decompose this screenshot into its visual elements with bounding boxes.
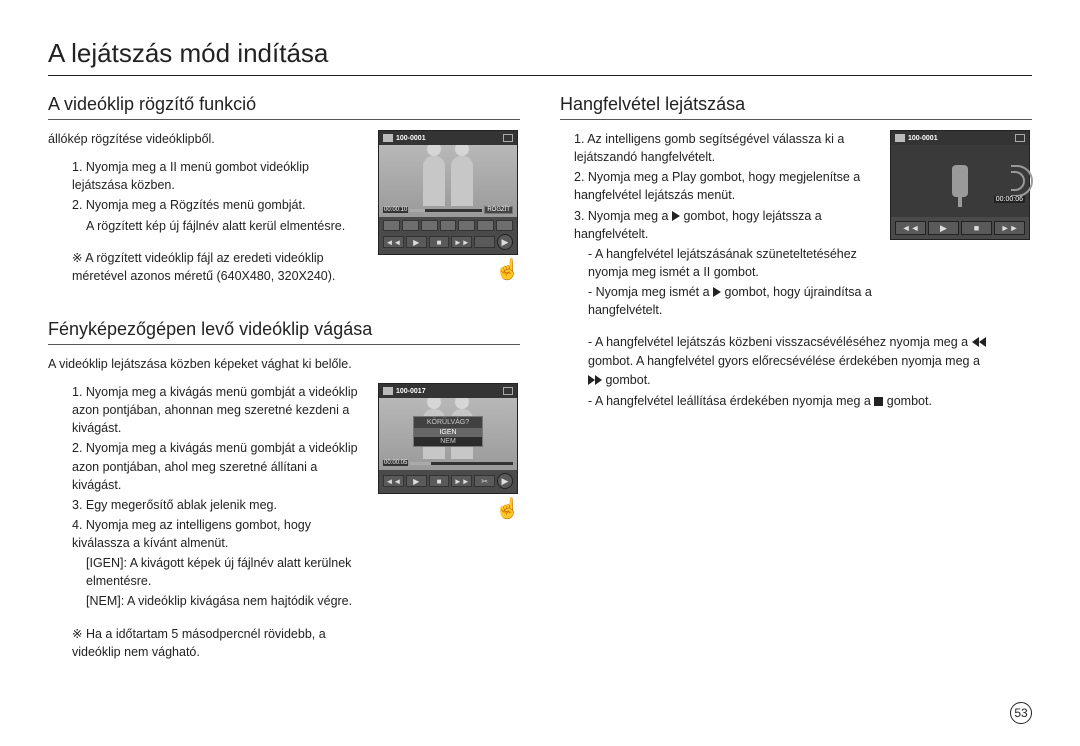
thumbnail [440,220,457,231]
video-icon [383,134,393,142]
time-label: 00:00:05 [383,460,408,466]
two-column-layout: A videóklip rögzítő funkció állókép rögz… [48,94,1032,663]
voice-icon [895,134,905,142]
person-silhouette [423,156,445,206]
step-text: gombot. A hangfelvétel gyors előrecsévél… [588,354,980,368]
status-icon [1015,134,1025,142]
step-text: - Nyomja meg ismét a [588,285,713,299]
microphone-icon [952,165,968,197]
step-sub: - A hangfelvétel lejátszás közbeni vissz… [588,333,1032,389]
section-title-voice: Hangfelvétel lejátszása [560,94,1032,115]
left-column: A videóklip rögzítő funkció állókép rögz… [48,94,520,663]
rewind-icon [972,334,986,352]
thumbnail [477,220,494,231]
note: ※ A rögzített videóklip fájl az eredeti … [72,249,364,285]
stop-button: ■ [429,475,450,487]
figure-trim: 100-0017 KÖRÜLVÁG? IGEN NEM 00:00:05 [376,383,520,521]
person-silhouette [451,156,473,206]
video-icon [383,387,393,395]
thumbnail [402,220,419,231]
file-label: 100-0017 [396,388,500,395]
play-button: ▶ [928,221,959,235]
step-sub: A rögzített kép új fájlnév alatt kerül e… [86,217,364,235]
right-column: Hangfelvétel lejátszása 1. Az intelligen… [560,94,1032,663]
stop-button: ■ [429,236,450,248]
forward-button: ►► [451,236,472,248]
step: 2. Nyomja meg a Rögzítés menü gombját. [72,196,364,214]
main-play-button: ▶ [497,234,513,250]
step-sub: [IGEN]: A kivágott képek új fájlnév alat… [86,554,364,590]
section-rule [48,344,520,345]
time-label: 00:00:10 [383,207,408,213]
dialog-option-yes: IGEN [414,428,482,437]
rewind-button: ◄◄ [895,221,926,235]
step-sub: - Nyomja meg ismét a gombot, hogy újrain… [588,283,876,319]
step-sub: [NEM]: A videóklip kivágása nem hajtódik… [86,592,364,610]
step-text: gombot. [605,373,650,387]
dialog-title: KÖRÜLVÁG? [414,417,482,428]
rewind-button: ◄◄ [383,236,404,248]
stop-icon [874,397,883,406]
step-sub: - A hangfelvétel lejátszásának szünetelt… [588,245,876,281]
section-title-capture: A videóklip rögzítő funkció [48,94,520,115]
cut-button: ✂ [474,475,495,487]
step-text: - A hangfelvétel leállítása érdekében ny… [588,394,874,408]
step: 1. Nyomja meg a II menü gombot videóklip… [72,158,364,194]
step: 2. Nyomja meg a Play gombot, hogy megjel… [574,168,876,204]
pointer-hand-icon: ☝ [495,257,520,282]
play-icon [672,211,680,221]
step: 1. Nyomja meg a kivágás menü gombját a v… [72,383,364,437]
pointer-hand-icon: ☝ [495,496,520,521]
confirm-dialog: KÖRÜLVÁG? IGEN NEM [413,416,483,447]
main-play-button: ▶ [497,473,513,489]
page-title: A lejátszás mód indítása [48,38,1032,69]
progress-bar [410,462,513,465]
step: 3. Egy megerősítő ablak jelenik meg. [72,496,364,514]
file-label: 100-0001 [908,135,1012,142]
section-rule [560,119,1032,120]
step: 4. Nyomja meg az intelligens gombot, hog… [72,516,364,552]
step: 2. Nyomja meg a kivágás menü gombját a v… [72,439,364,493]
dialog-option-no: NEM [414,437,482,446]
step-text: - A hangfelvétel lejátszás közbeni vissz… [588,335,972,349]
step: 3. Nyomja meg a gombot, hogy lejátssza a… [574,207,876,243]
empty-button [474,236,495,248]
forward-icon [588,372,602,390]
thumbnail [458,220,475,231]
title-rule [48,75,1032,76]
thumbnail [496,220,513,231]
thumbnail [383,220,400,231]
page-number: 53 [1010,702,1032,724]
status-icon [503,134,513,142]
step-text: 3. Nyomja meg a [574,209,672,223]
progress-bar [410,209,482,212]
section-title-trim: Fényképezőgépen levő videóklip vágása [48,319,520,340]
forward-button: ►► [451,475,472,487]
play-button: ▶ [406,236,427,248]
intro-text: A videóklip lejátszása közben képeket vá… [48,355,520,373]
file-label: 100-0001 [396,135,500,142]
play-icon [713,287,721,297]
thumbnail [421,220,438,231]
time-label: 00:00:06 [994,196,1025,203]
record-button: RÖGZÍT [484,206,513,214]
step: 1. Az intelligens gomb segítségével vála… [574,130,876,166]
step-sub: - A hangfelvétel leállítása érdekében ny… [588,392,1032,410]
play-button: ▶ [406,475,427,487]
step-text: gombot. [887,394,932,408]
status-icon [503,387,513,395]
section-rule [48,119,520,120]
stop-button: ■ [961,221,992,235]
forward-button: ►► [994,221,1025,235]
intro-text: állókép rögzítése videóklipből. [48,130,364,148]
figure-voice: 100-0001 00:00:06 ◄◄ ▶ ■ [888,130,1032,240]
figure-capture: 100-0001 00:00:10 RÖGZÍT [376,130,520,282]
note: ※ Ha a időtartam 5 másodpercnél rövidebb… [72,625,364,661]
rewind-button: ◄◄ [383,475,404,487]
